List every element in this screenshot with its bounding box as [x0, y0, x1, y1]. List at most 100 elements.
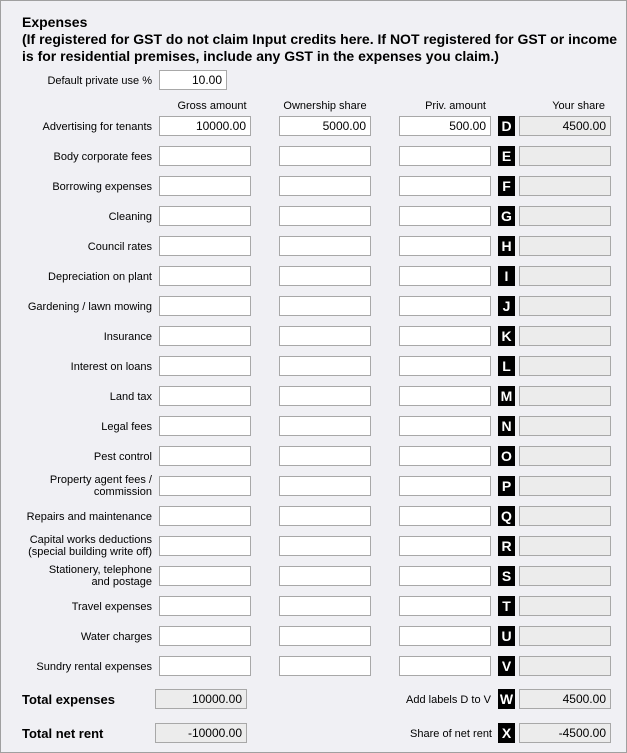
gross-amount-input[interactable] — [159, 626, 251, 646]
label-letter-badge: D — [498, 116, 515, 136]
label-letter-badge: G — [498, 206, 515, 226]
your-share-value — [519, 236, 611, 256]
row-label: Insurance — [103, 331, 152, 343]
your-share-value — [519, 416, 611, 436]
label-letter-badge: E — [498, 146, 515, 166]
ownership-share-input[interactable] — [279, 326, 371, 346]
total-net-rent-label: Total net rent — [22, 726, 104, 741]
priv-amount-input[interactable] — [399, 236, 491, 256]
priv-amount-input[interactable] — [399, 386, 491, 406]
gross-amount-input[interactable] — [159, 176, 251, 196]
ownership-share-input[interactable] — [279, 266, 371, 286]
priv-amount-input[interactable] — [399, 536, 491, 556]
ownership-share-input[interactable] — [279, 416, 371, 436]
row-label: Legal fees — [101, 421, 152, 433]
label-letter-badge: K — [498, 326, 515, 346]
label-letter-badge: P — [498, 476, 515, 496]
ownership-share-input[interactable] — [279, 626, 371, 646]
gross-amount-input[interactable] — [159, 326, 251, 346]
label-letter-badge: Q — [498, 506, 515, 526]
col-share-header: Your share — [552, 100, 605, 112]
row-label: Property agent fees / commission — [49, 474, 152, 498]
ownership-share-input[interactable] — [279, 506, 371, 526]
ownership-share-input[interactable] — [279, 356, 371, 376]
gross-amount-input[interactable] — [159, 236, 251, 256]
your-share-value — [519, 296, 611, 316]
your-share-value — [519, 506, 611, 526]
default-private-use-input[interactable]: 10.00 — [159, 70, 227, 90]
ownership-share-input[interactable] — [279, 176, 371, 196]
row-label: Body corporate fees — [53, 151, 152, 163]
gross-amount-input[interactable] — [159, 386, 251, 406]
add-labels-label: Add labels D to V — [406, 694, 491, 706]
priv-amount-input[interactable] — [399, 266, 491, 286]
your-share-value — [519, 176, 611, 196]
priv-amount-input[interactable] — [399, 206, 491, 226]
priv-amount-input[interactable] — [399, 626, 491, 646]
gst-note: (If registered for GST do not claim Inpu… — [22, 31, 618, 64]
row-label: Repairs and maintenance — [26, 511, 152, 523]
col-gross-header: Gross amount — [177, 100, 247, 112]
priv-amount-input[interactable] — [399, 656, 491, 676]
label-letter-badge: V — [498, 656, 515, 676]
gross-amount-input[interactable] — [159, 536, 251, 556]
row-label: Stationery, telephone and postage — [48, 564, 152, 588]
ownership-share-input[interactable] — [279, 386, 371, 406]
your-share-value — [519, 656, 611, 676]
priv-amount-input[interactable] — [399, 356, 491, 376]
priv-amount-input[interactable] — [399, 416, 491, 436]
row-label: Interest on loans — [70, 361, 152, 373]
priv-amount-input[interactable]: 500.00 — [399, 116, 491, 136]
ownership-share-input[interactable] — [279, 206, 371, 226]
ownership-share-input[interactable] — [279, 536, 371, 556]
label-letter-badge: R — [498, 536, 515, 556]
gross-amount-input[interactable] — [159, 446, 251, 466]
share-net-rent-value: -4500.00 — [519, 723, 611, 743]
gross-amount-input[interactable] — [159, 596, 251, 616]
priv-amount-input[interactable] — [399, 446, 491, 466]
ownership-share-input[interactable] — [279, 236, 371, 256]
gross-amount-input[interactable]: 10000.00 — [159, 116, 251, 136]
total-expenses-value: 10000.00 — [155, 689, 247, 709]
gross-amount-input[interactable] — [159, 266, 251, 286]
total-net-rent-value: -10000.00 — [155, 723, 247, 743]
row-label: Pest control — [93, 451, 152, 463]
gross-amount-input[interactable] — [159, 506, 251, 526]
ownership-share-input[interactable] — [279, 146, 371, 166]
priv-amount-input[interactable] — [399, 176, 491, 196]
label-letter-badge: U — [498, 626, 515, 646]
section-title: Expenses (If registered for GST do not cl… — [22, 14, 617, 65]
priv-amount-input[interactable] — [399, 326, 491, 346]
ownership-share-input[interactable]: 5000.00 — [279, 116, 371, 136]
gross-amount-input[interactable] — [159, 146, 251, 166]
gross-amount-input[interactable] — [159, 566, 251, 586]
label-letter-badge: N — [498, 416, 515, 436]
gross-amount-input[interactable] — [159, 356, 251, 376]
row-label: Sundry rental expenses — [36, 661, 152, 673]
priv-amount-input[interactable] — [399, 146, 491, 166]
gross-amount-input[interactable] — [159, 416, 251, 436]
ownership-share-input[interactable] — [279, 656, 371, 676]
your-share-value — [519, 446, 611, 466]
ownership-share-input[interactable] — [279, 296, 371, 316]
priv-amount-input[interactable] — [399, 296, 491, 316]
label-letter-badge: F — [498, 176, 515, 196]
label-letter-badge: O — [498, 446, 515, 466]
priv-amount-input[interactable] — [399, 596, 491, 616]
ownership-share-input[interactable] — [279, 476, 371, 496]
your-share-value — [519, 146, 611, 166]
gross-amount-input[interactable] — [159, 476, 251, 496]
label-letter-badge: L — [498, 356, 515, 376]
ownership-share-input[interactable] — [279, 446, 371, 466]
gross-amount-input[interactable] — [159, 206, 251, 226]
ownership-share-input[interactable] — [279, 566, 371, 586]
priv-amount-input[interactable] — [399, 566, 491, 586]
priv-amount-input[interactable] — [399, 476, 491, 496]
title: Expenses — [22, 14, 88, 30]
priv-amount-input[interactable] — [399, 506, 491, 526]
label-x-badge: X — [498, 723, 515, 743]
gross-amount-input[interactable] — [159, 656, 251, 676]
ownership-share-input[interactable] — [279, 596, 371, 616]
gross-amount-input[interactable] — [159, 296, 251, 316]
